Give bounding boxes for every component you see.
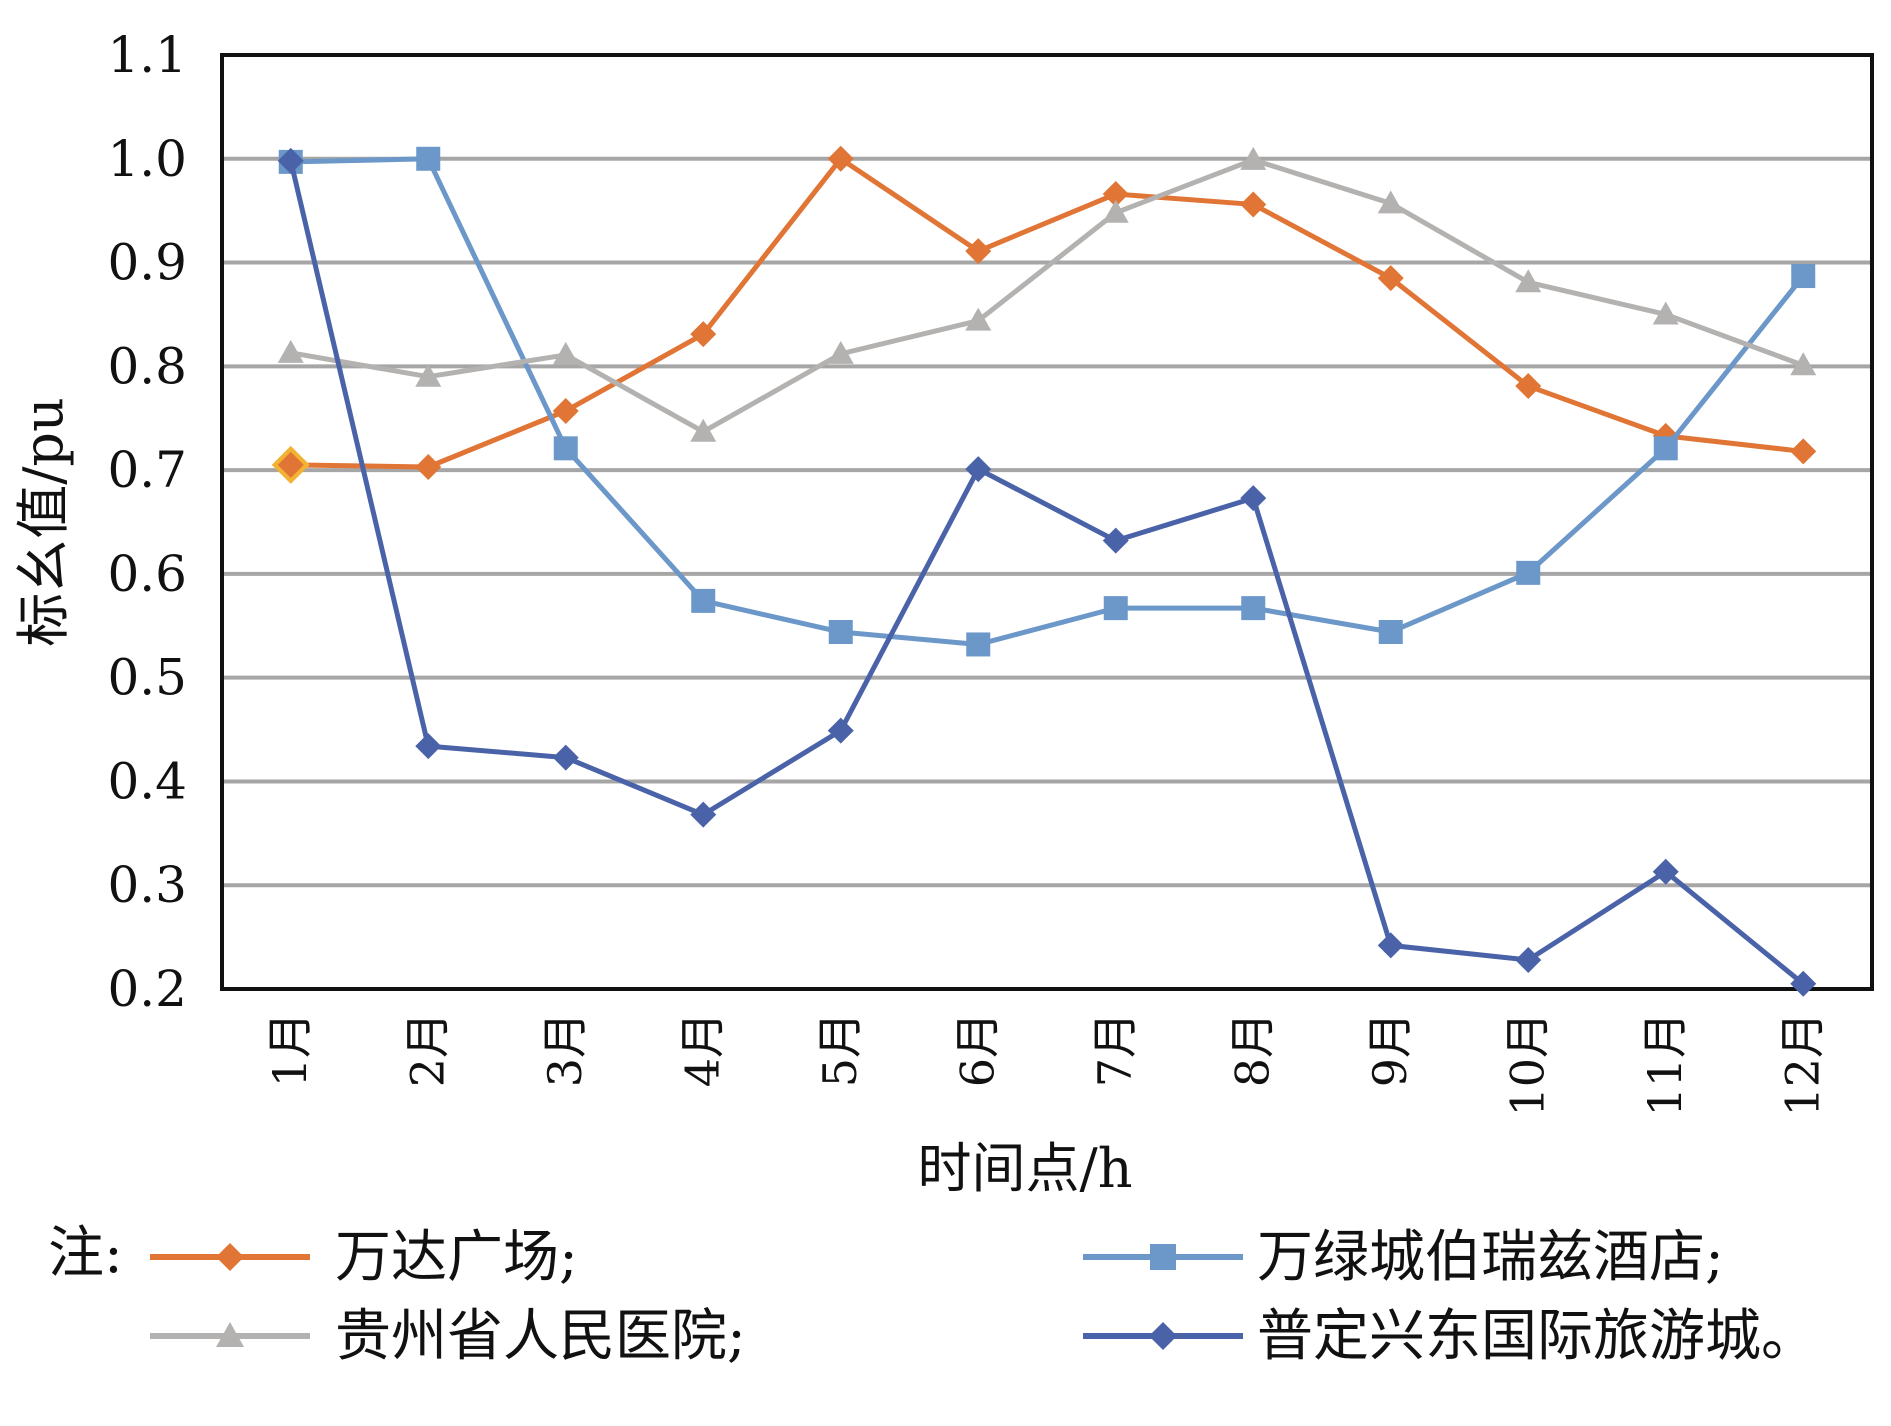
legend-label-1: 万绿城伯瑞兹酒店;: [1257, 1225, 1724, 1290]
y-tick-label-3: 0.5: [107, 649, 187, 707]
series-0-point-4: [827, 145, 854, 172]
y-tick-label-8: 1.0: [107, 130, 187, 188]
x-tick-label-3: 4月: [675, 1012, 729, 1087]
y-axis-title: 标幺值/pu: [12, 397, 75, 647]
legend-swatch-marker-1: [1150, 1244, 1176, 1270]
legend-item-3: 普定兴东国际旅游城。: [1083, 1304, 1817, 1369]
series-0-point-3: [690, 321, 717, 348]
legend-label-3: 普定兴东国际旅游城。: [1257, 1304, 1817, 1369]
x-tick-label-0: 1月: [263, 1012, 317, 1087]
x-tick-label-11: 12月: [1775, 1012, 1829, 1117]
series-0-point-8: [1377, 265, 1404, 292]
series-layer: [271, 145, 1817, 997]
series-3-point-3: [690, 801, 717, 828]
series-1-point-8: [1378, 620, 1403, 645]
legend: 注: 万达广场; 万绿城伯瑞兹酒店; 贵州省人民医院; 普定兴东国际旅游城。: [48, 1221, 1817, 1369]
series-line-1: [290, 156, 1806, 647]
series-3-point-7: [1240, 485, 1267, 512]
legend-swatch-marker-3: [1149, 1322, 1177, 1350]
series-1-point-9: [1516, 560, 1541, 585]
legend-label-2: 贵州省人民医院;: [335, 1304, 746, 1369]
series-1-point-2: [553, 436, 578, 461]
x-tick-label-4: 5月: [813, 1012, 867, 1087]
x-tick-label-2: 3月: [538, 1012, 592, 1087]
series-line-2: [290, 157, 1805, 435]
series-2-point-1: [415, 363, 442, 387]
x-tick-label-1: 2月: [400, 1012, 454, 1087]
series-1-point-5: [966, 632, 991, 657]
x-tick-label-7: 8月: [1225, 1012, 1279, 1087]
y-tick-label-0: 0.2: [107, 960, 187, 1018]
series-3-point-10: [1652, 858, 1679, 885]
series-3-point-4: [827, 717, 854, 744]
series-2-point-8: [1377, 190, 1404, 214]
legend-item-0: 万达广场;: [150, 1225, 578, 1290]
legend-swatch-marker-2: [216, 1322, 244, 1347]
series-1-point-10: [1653, 436, 1678, 461]
x-tick-label-10: 11月: [1638, 1012, 1692, 1117]
series-0-point-5: [965, 238, 992, 265]
x-axis-ticks: 1月 2月 3月 4月 5月 6月 7月 8月 9月 10月 11月 12月: [263, 1012, 1830, 1117]
x-tick-label-6: 7月: [1088, 1012, 1142, 1087]
series-2-point-11: [1790, 352, 1817, 376]
series-3-point-0: [277, 147, 304, 174]
series-2-point-3: [690, 418, 717, 442]
series-1-point-11: [1791, 264, 1816, 289]
legend-label-0: 万达广场;: [335, 1225, 578, 1290]
series-2-point-0: [277, 339, 304, 363]
x-axis-title: 时间点/h: [918, 1137, 1133, 1200]
y-tick-label-1: 0.3: [107, 856, 187, 914]
y-tick-label-6: 0.8: [107, 337, 187, 395]
y-tick-label-2: 0.4: [107, 752, 187, 810]
series-1-point-4: [828, 620, 853, 645]
series-1-point-7: [1241, 596, 1266, 621]
series-0-point-1: [415, 453, 442, 480]
series-2-point-7: [1240, 146, 1267, 170]
y-tick-label-7: 0.9: [107, 234, 187, 292]
x-tick-label-5: 6月: [950, 1012, 1004, 1087]
legend-prefix: 注:: [48, 1221, 123, 1286]
series-3-point-2: [552, 744, 579, 771]
series-0-point-0: [277, 451, 304, 478]
y-tick-label-4: 0.6: [107, 545, 187, 603]
series-1-point-6: [1103, 596, 1128, 621]
series-0-point-7: [1240, 191, 1267, 218]
grid-lines: [222, 53, 1872, 888]
x-tick-label-8: 9月: [1363, 1012, 1417, 1087]
series-2-point-2: [552, 341, 579, 365]
series-3-point-5: [965, 456, 992, 483]
series-3: [277, 147, 1817, 997]
series-2-point-5: [965, 307, 992, 331]
series-2: [277, 146, 1817, 442]
y-tick-label-5: 0.7: [107, 441, 187, 499]
series-3-point-9: [1515, 946, 1542, 973]
series-0-point-6: [1102, 181, 1129, 208]
y-tick-label-9: 1.1: [107, 26, 187, 84]
series-1-point-3: [691, 588, 716, 613]
series-3-point-6: [1102, 527, 1129, 554]
series-0-point-11: [1790, 438, 1817, 465]
series-1-point-1: [416, 146, 441, 171]
legend-swatch-marker-0: [216, 1243, 244, 1271]
legend-item-1: 万绿城伯瑞兹酒店;: [1083, 1225, 1724, 1290]
legend-item-2: 贵州省人民医院;: [150, 1304, 746, 1369]
series-1: [278, 146, 1816, 657]
series-line-3: [288, 160, 1805, 986]
series-3-point-8: [1377, 932, 1404, 959]
series-2-point-6: [1102, 199, 1129, 223]
series-2-point-4: [827, 340, 854, 364]
series-line-0: [290, 156, 1804, 470]
series-3-point-1: [415, 733, 442, 760]
x-tick-label-9: 10月: [1500, 1012, 1554, 1117]
series-2-point-10: [1652, 301, 1679, 325]
y-axis-ticks: 0.2 0.3 0.4 0.5 0.6 0.7 0.8 0.9 1.0 1.1: [107, 26, 187, 1018]
series-0-point-9: [1515, 373, 1542, 400]
series-0: [271, 145, 1817, 484]
series-3-point-11: [1790, 970, 1817, 997]
plot-area-frame: [220, 53, 1874, 991]
series-2-point-9: [1515, 269, 1542, 293]
series-0-point-2: [552, 397, 579, 424]
